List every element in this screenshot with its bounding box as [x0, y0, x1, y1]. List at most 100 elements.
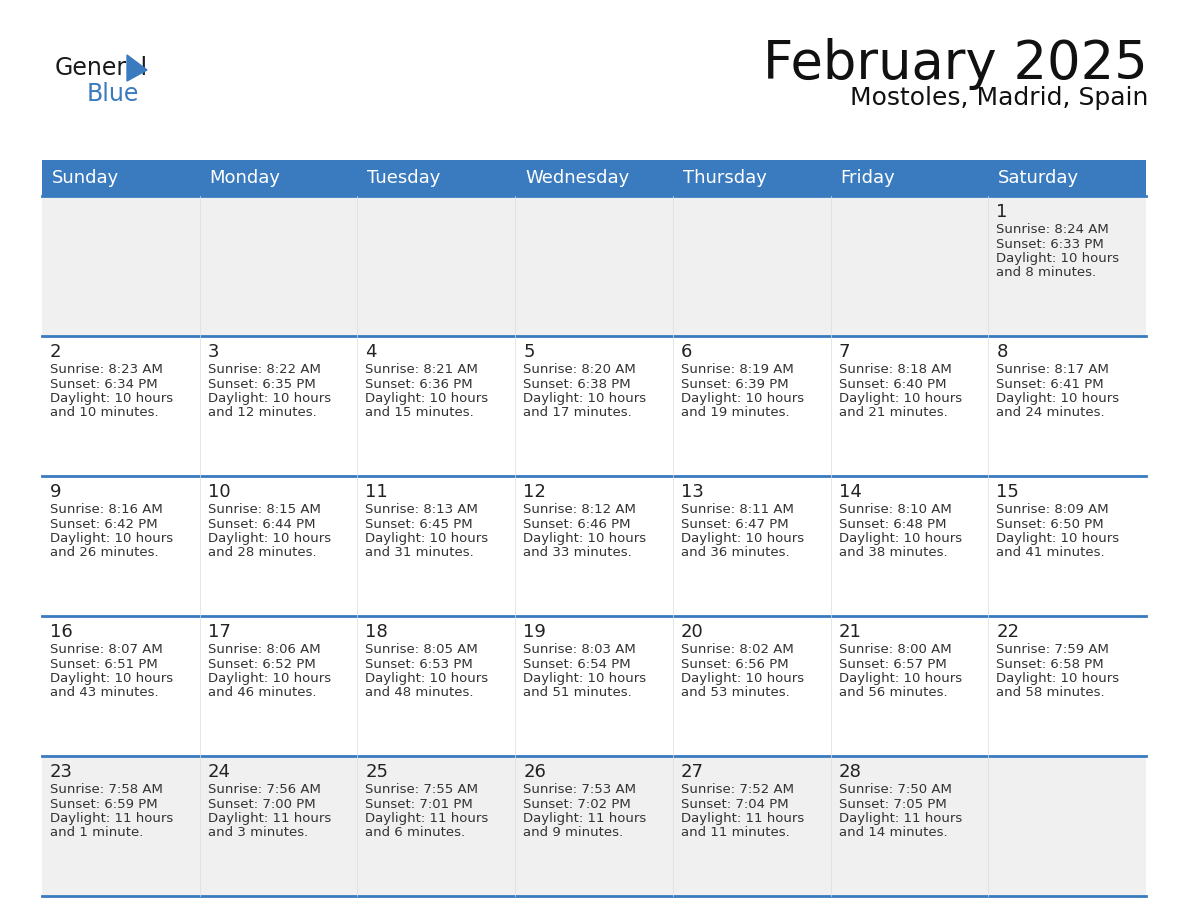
Text: Sunset: 6:53 PM: Sunset: 6:53 PM	[366, 657, 473, 670]
Text: Sunrise: 8:11 AM: Sunrise: 8:11 AM	[681, 503, 794, 516]
Text: 1: 1	[997, 203, 1007, 221]
Text: General: General	[55, 56, 148, 80]
Text: Sunrise: 8:12 AM: Sunrise: 8:12 AM	[523, 503, 636, 516]
Text: Thursday: Thursday	[683, 169, 766, 187]
Text: Sunday: Sunday	[52, 169, 119, 187]
Text: Sunset: 6:44 PM: Sunset: 6:44 PM	[208, 518, 315, 531]
Text: Daylight: 10 hours: Daylight: 10 hours	[839, 392, 962, 405]
Text: 4: 4	[366, 343, 377, 361]
Text: Sunset: 6:48 PM: Sunset: 6:48 PM	[839, 518, 946, 531]
Text: 10: 10	[208, 483, 230, 501]
Text: 20: 20	[681, 623, 703, 641]
Text: Sunset: 6:36 PM: Sunset: 6:36 PM	[366, 377, 473, 390]
Text: and 3 minutes.: and 3 minutes.	[208, 826, 308, 839]
Text: Daylight: 10 hours: Daylight: 10 hours	[523, 532, 646, 545]
Text: and 43 minutes.: and 43 minutes.	[50, 687, 159, 700]
Text: Daylight: 10 hours: Daylight: 10 hours	[997, 252, 1119, 265]
Text: Sunset: 6:38 PM: Sunset: 6:38 PM	[523, 377, 631, 390]
Text: Saturday: Saturday	[998, 169, 1080, 187]
Text: and 48 minutes.: and 48 minutes.	[366, 687, 474, 700]
Text: Sunset: 7:00 PM: Sunset: 7:00 PM	[208, 798, 315, 811]
Text: Sunset: 6:41 PM: Sunset: 6:41 PM	[997, 377, 1104, 390]
Text: 26: 26	[523, 763, 546, 781]
Text: and 38 minutes.: and 38 minutes.	[839, 546, 947, 559]
Text: Daylight: 10 hours: Daylight: 10 hours	[997, 532, 1119, 545]
Text: Sunset: 6:51 PM: Sunset: 6:51 PM	[50, 657, 158, 670]
Text: Sunrise: 8:07 AM: Sunrise: 8:07 AM	[50, 643, 163, 656]
Text: Sunrise: 8:16 AM: Sunrise: 8:16 AM	[50, 503, 163, 516]
Text: 28: 28	[839, 763, 861, 781]
Text: Sunrise: 8:05 AM: Sunrise: 8:05 AM	[366, 643, 479, 656]
Text: Sunrise: 8:19 AM: Sunrise: 8:19 AM	[681, 363, 794, 376]
Text: Sunset: 6:56 PM: Sunset: 6:56 PM	[681, 657, 789, 670]
Text: and 1 minute.: and 1 minute.	[50, 826, 144, 839]
Bar	[42, 336, 1146, 476]
Text: Sunset: 6:47 PM: Sunset: 6:47 PM	[681, 518, 789, 531]
Text: and 19 minutes.: and 19 minutes.	[681, 407, 790, 420]
Text: 22: 22	[997, 623, 1019, 641]
Text: Sunset: 6:54 PM: Sunset: 6:54 PM	[523, 657, 631, 670]
Text: Sunrise: 7:58 AM: Sunrise: 7:58 AM	[50, 783, 163, 796]
Text: Sunset: 6:52 PM: Sunset: 6:52 PM	[208, 657, 316, 670]
Text: 25: 25	[366, 763, 388, 781]
Text: Sunset: 6:50 PM: Sunset: 6:50 PM	[997, 518, 1104, 531]
Text: and 28 minutes.: and 28 minutes.	[208, 546, 316, 559]
Text: Sunset: 6:46 PM: Sunset: 6:46 PM	[523, 518, 631, 531]
Text: Daylight: 11 hours: Daylight: 11 hours	[839, 812, 962, 825]
Text: Daylight: 11 hours: Daylight: 11 hours	[523, 812, 646, 825]
Text: Sunset: 7:01 PM: Sunset: 7:01 PM	[366, 798, 473, 811]
Text: Daylight: 10 hours: Daylight: 10 hours	[523, 392, 646, 405]
Text: and 17 minutes.: and 17 minutes.	[523, 407, 632, 420]
Text: Sunrise: 7:53 AM: Sunrise: 7:53 AM	[523, 783, 636, 796]
Text: and 8 minutes.: and 8 minutes.	[997, 266, 1097, 279]
Text: Daylight: 10 hours: Daylight: 10 hours	[366, 672, 488, 685]
Text: 14: 14	[839, 483, 861, 501]
Text: Daylight: 10 hours: Daylight: 10 hours	[208, 532, 330, 545]
Text: Daylight: 11 hours: Daylight: 11 hours	[681, 812, 804, 825]
Text: 17: 17	[208, 623, 230, 641]
Text: Daylight: 10 hours: Daylight: 10 hours	[681, 392, 804, 405]
Text: Sunrise: 8:15 AM: Sunrise: 8:15 AM	[208, 503, 321, 516]
Text: Daylight: 10 hours: Daylight: 10 hours	[681, 532, 804, 545]
Text: 19: 19	[523, 623, 546, 641]
Text: Wednesday: Wednesday	[525, 169, 630, 187]
Text: Sunset: 7:02 PM: Sunset: 7:02 PM	[523, 798, 631, 811]
Text: Sunrise: 8:17 AM: Sunrise: 8:17 AM	[997, 363, 1110, 376]
Text: Sunrise: 7:52 AM: Sunrise: 7:52 AM	[681, 783, 794, 796]
Bar	[42, 476, 1146, 616]
Text: and 12 minutes.: and 12 minutes.	[208, 407, 316, 420]
Text: 5: 5	[523, 343, 535, 361]
Text: Sunset: 6:34 PM: Sunset: 6:34 PM	[50, 377, 158, 390]
Text: 13: 13	[681, 483, 703, 501]
Text: 16: 16	[50, 623, 72, 641]
Text: and 51 minutes.: and 51 minutes.	[523, 687, 632, 700]
Text: Sunset: 6:58 PM: Sunset: 6:58 PM	[997, 657, 1104, 670]
Text: Daylight: 10 hours: Daylight: 10 hours	[523, 672, 646, 685]
Text: Sunrise: 7:56 AM: Sunrise: 7:56 AM	[208, 783, 321, 796]
Text: February 2025: February 2025	[763, 38, 1148, 90]
Text: Sunrise: 8:24 AM: Sunrise: 8:24 AM	[997, 223, 1110, 236]
Text: Tuesday: Tuesday	[367, 169, 441, 187]
Polygon shape	[127, 55, 147, 81]
Text: and 24 minutes.: and 24 minutes.	[997, 407, 1105, 420]
Text: Sunrise: 8:00 AM: Sunrise: 8:00 AM	[839, 643, 952, 656]
Bar	[42, 756, 1146, 896]
Text: Daylight: 10 hours: Daylight: 10 hours	[50, 392, 173, 405]
Text: and 21 minutes.: and 21 minutes.	[839, 407, 947, 420]
Text: Sunset: 6:45 PM: Sunset: 6:45 PM	[366, 518, 473, 531]
Text: Daylight: 10 hours: Daylight: 10 hours	[50, 672, 173, 685]
Text: 7: 7	[839, 343, 851, 361]
Text: 3: 3	[208, 343, 220, 361]
Text: Blue: Blue	[87, 82, 139, 106]
Text: 6: 6	[681, 343, 693, 361]
Text: Sunrise: 8:03 AM: Sunrise: 8:03 AM	[523, 643, 636, 656]
Text: 24: 24	[208, 763, 230, 781]
Text: Daylight: 10 hours: Daylight: 10 hours	[997, 672, 1119, 685]
Text: Sunrise: 8:18 AM: Sunrise: 8:18 AM	[839, 363, 952, 376]
Text: Sunrise: 8:02 AM: Sunrise: 8:02 AM	[681, 643, 794, 656]
Text: Daylight: 10 hours: Daylight: 10 hours	[366, 532, 488, 545]
Text: Sunset: 6:42 PM: Sunset: 6:42 PM	[50, 518, 158, 531]
Text: and 53 minutes.: and 53 minutes.	[681, 687, 790, 700]
Text: Daylight: 10 hours: Daylight: 10 hours	[208, 672, 330, 685]
Text: Mostoles, Madrid, Spain: Mostoles, Madrid, Spain	[849, 86, 1148, 110]
